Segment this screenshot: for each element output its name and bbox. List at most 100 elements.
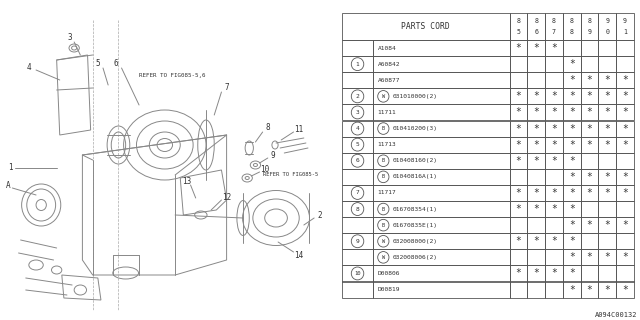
Bar <box>616 88 634 104</box>
Bar <box>580 249 598 265</box>
Text: *: * <box>604 108 610 117</box>
Bar <box>527 169 545 185</box>
Text: *: * <box>586 75 593 85</box>
Text: REFER TO FIG085-5: REFER TO FIG085-5 <box>262 172 318 178</box>
Text: 8: 8 <box>356 206 360 212</box>
Text: A60877: A60877 <box>378 78 400 83</box>
Bar <box>580 265 598 282</box>
Text: B: B <box>382 126 385 131</box>
Bar <box>545 249 563 265</box>
Bar <box>545 233 563 249</box>
Bar <box>563 249 580 265</box>
Bar <box>545 121 563 137</box>
Text: *: * <box>551 204 557 214</box>
Bar <box>527 201 545 217</box>
Text: 5: 5 <box>95 59 100 68</box>
Text: *: * <box>569 268 575 278</box>
Bar <box>580 169 598 185</box>
Text: *: * <box>586 172 593 182</box>
Text: REFER TO FIG085-5,6: REFER TO FIG085-5,6 <box>139 73 205 77</box>
Bar <box>373 169 509 185</box>
Bar <box>598 153 616 169</box>
Text: *: * <box>604 140 610 150</box>
Bar <box>563 201 580 217</box>
Text: *: * <box>516 156 522 166</box>
Bar <box>342 185 373 201</box>
Text: *: * <box>622 108 628 117</box>
Bar <box>509 153 527 169</box>
Bar <box>509 201 527 217</box>
Text: B: B <box>382 174 385 179</box>
Bar <box>342 121 373 137</box>
Bar <box>580 56 598 72</box>
Bar <box>563 233 580 249</box>
Text: 0: 0 <box>605 29 609 36</box>
Text: 9: 9 <box>605 18 609 24</box>
Text: *: * <box>622 140 628 150</box>
Text: *: * <box>516 91 522 101</box>
Bar <box>509 104 527 121</box>
Bar <box>527 282 545 298</box>
Text: *: * <box>516 236 522 246</box>
Text: 2: 2 <box>317 211 322 220</box>
Text: *: * <box>586 124 593 133</box>
Text: 8: 8 <box>266 124 270 132</box>
Text: 1: 1 <box>8 164 13 172</box>
Bar <box>580 40 598 56</box>
Text: *: * <box>604 284 610 294</box>
Text: 13: 13 <box>182 178 191 187</box>
Text: 7: 7 <box>356 190 360 196</box>
Bar <box>509 137 527 153</box>
Text: 10: 10 <box>260 165 269 174</box>
Bar <box>342 13 509 40</box>
Bar <box>527 265 545 282</box>
Bar <box>598 201 616 217</box>
Text: 8: 8 <box>534 18 538 24</box>
Bar <box>545 169 563 185</box>
Text: *: * <box>569 172 575 182</box>
Text: *: * <box>622 220 628 230</box>
Text: 4: 4 <box>356 126 360 131</box>
Text: 14: 14 <box>294 251 303 260</box>
Text: *: * <box>569 108 575 117</box>
Text: 01670835E(1): 01670835E(1) <box>393 223 438 228</box>
Text: *: * <box>533 140 539 150</box>
Bar <box>563 185 580 201</box>
Text: *: * <box>533 124 539 133</box>
Text: *: * <box>569 91 575 101</box>
Bar <box>545 137 563 153</box>
Bar <box>580 201 598 217</box>
Bar <box>527 249 545 265</box>
Bar <box>373 185 509 201</box>
Bar <box>598 104 616 121</box>
Text: *: * <box>516 204 522 214</box>
Bar <box>616 233 634 249</box>
Bar <box>580 233 598 249</box>
Bar <box>509 185 527 201</box>
Bar <box>598 40 616 56</box>
Text: 1: 1 <box>623 29 627 36</box>
Text: *: * <box>516 140 522 150</box>
Bar <box>598 217 616 233</box>
Bar <box>527 137 545 153</box>
Text: 7: 7 <box>552 29 556 36</box>
Bar <box>509 169 527 185</box>
Text: *: * <box>586 108 593 117</box>
Bar <box>616 137 634 153</box>
Bar <box>545 88 563 104</box>
Bar <box>598 265 616 282</box>
Bar <box>580 185 598 201</box>
Bar <box>598 282 616 298</box>
Bar <box>580 121 598 137</box>
Bar <box>616 153 634 169</box>
Text: *: * <box>569 220 575 230</box>
Text: 3: 3 <box>68 34 72 43</box>
Bar <box>616 56 634 72</box>
Text: *: * <box>551 156 557 166</box>
Text: *: * <box>569 124 575 133</box>
Text: 5: 5 <box>516 29 520 36</box>
Text: 11711: 11711 <box>378 110 396 115</box>
Text: *: * <box>533 156 539 166</box>
Text: *: * <box>604 172 610 182</box>
Bar <box>545 56 563 72</box>
